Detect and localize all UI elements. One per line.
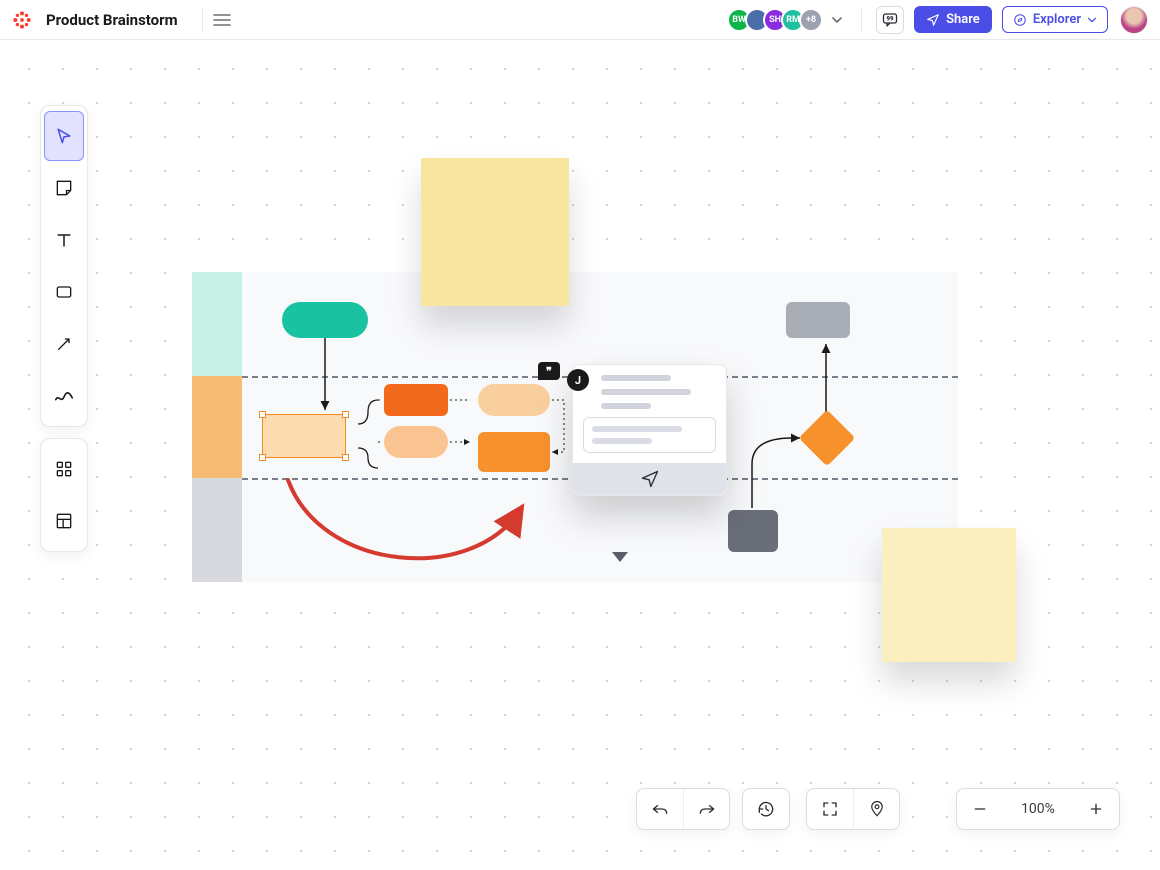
fullscreen-button[interactable] — [807, 789, 853, 829]
divider — [202, 9, 203, 31]
history-controls — [636, 788, 730, 830]
zoom-level[interactable]: 100% — [1003, 789, 1073, 829]
sticky-note[interactable] — [421, 158, 569, 306]
select-tool[interactable] — [44, 111, 84, 161]
comment-marker-icon[interactable]: ❞ — [538, 362, 560, 380]
sticky-note[interactable] — [882, 528, 1016, 662]
apps-tool[interactable] — [44, 444, 84, 494]
compass-icon — [1013, 13, 1027, 27]
app-logo-icon — [12, 10, 32, 30]
flow-node[interactable] — [384, 426, 448, 458]
popover-tail-icon — [612, 552, 628, 562]
flow-node[interactable] — [478, 432, 550, 472]
send-icon — [926, 13, 940, 27]
svg-text:99: 99 — [887, 15, 894, 22]
chevron-down-icon[interactable] — [831, 14, 843, 26]
flow-node[interactable] — [384, 384, 448, 416]
explorer-label: Explorer — [1033, 12, 1081, 27]
pen-tool[interactable] — [44, 371, 84, 421]
location-button[interactable] — [853, 789, 899, 829]
avatar-overflow[interactable]: +8 — [799, 8, 823, 32]
comment-input[interactable] — [583, 417, 716, 453]
chevron-down-icon — [1087, 15, 1097, 25]
presence-avatars[interactable]: BW SH RM +8 — [727, 8, 823, 32]
share-button[interactable]: Share — [914, 6, 992, 33]
app-header: Product Brainstorm BW SH RM +8 99 Share … — [0, 0, 1160, 40]
text-tool[interactable] — [44, 215, 84, 265]
view-controls — [806, 788, 900, 830]
send-icon — [640, 469, 660, 489]
comment-avatar: J — [567, 369, 589, 391]
swimlane-panel[interactable]: ❞ J — [192, 272, 958, 582]
left-toolbar-secondary — [40, 438, 88, 552]
comment-send-button[interactable] — [573, 463, 726, 495]
selected-shape[interactable] — [262, 414, 346, 458]
flow-node[interactable] — [478, 384, 550, 416]
arrow-tool[interactable] — [44, 319, 84, 369]
left-toolbar — [40, 105, 88, 427]
comment-popover[interactable]: J — [572, 364, 727, 496]
flow-node[interactable] — [728, 510, 778, 552]
undo-button[interactable] — [637, 789, 683, 829]
flow-node[interactable] — [786, 302, 850, 338]
profile-avatar[interactable] — [1120, 6, 1148, 34]
history-button-group — [742, 788, 790, 830]
explorer-button[interactable]: Explorer — [1002, 6, 1108, 33]
frame-tool[interactable] — [44, 496, 84, 546]
shape-tool[interactable] — [44, 267, 84, 317]
zoom-in-button[interactable] — [1073, 789, 1119, 829]
zoom-out-button[interactable] — [957, 789, 1003, 829]
version-history-button[interactable] — [743, 789, 789, 829]
flow-start[interactable] — [282, 302, 368, 338]
comments-button[interactable]: 99 — [876, 6, 904, 34]
divider — [861, 9, 862, 31]
share-label: Share — [946, 12, 980, 27]
redo-button[interactable] — [683, 789, 729, 829]
board-title[interactable]: Product Brainstorm — [46, 11, 178, 29]
zoom-controls: 100% — [956, 788, 1120, 830]
sticky-tool[interactable] — [44, 163, 84, 213]
menu-icon[interactable] — [213, 13, 231, 27]
